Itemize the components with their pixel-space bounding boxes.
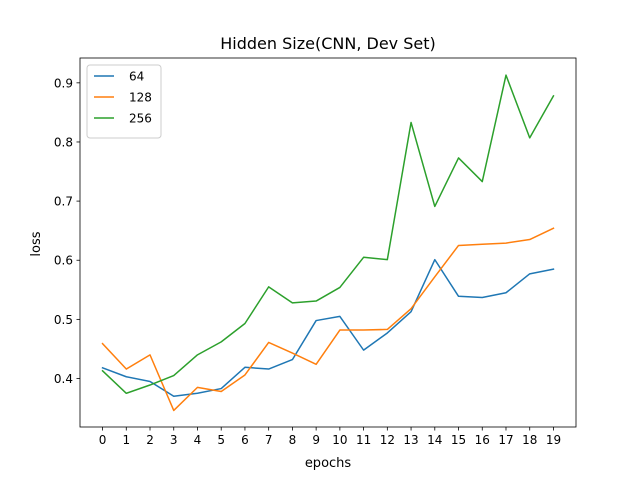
x-tick-label: 9: [312, 433, 320, 447]
y-tick-label: 0.4: [54, 372, 73, 386]
series-line-256: [101, 74, 555, 395]
y-tick-label: 0.6: [54, 254, 73, 268]
x-tick-label: 13: [403, 433, 418, 447]
x-tick-label: 3: [170, 433, 178, 447]
legend-label-64: 64: [129, 70, 144, 84]
x-tick-label: 6: [241, 433, 249, 447]
legend-box: [86, 64, 162, 139]
x-tick-label: 14: [427, 433, 442, 447]
x-tick-label: 1: [122, 433, 130, 447]
axes-frame: [79, 57, 577, 428]
legend: 64 128 256: [86, 64, 162, 139]
x-tick-label: 4: [194, 433, 202, 447]
x-axis-label: epochs: [305, 456, 352, 471]
series-line-64: [101, 258, 555, 397]
y-tick-label: 0.5: [54, 313, 73, 327]
plot-area: 0 1 2 3 4 5 6 7 8 9 10 11 12 13 14 15 16 17 18 190.40.50.60…: [54, 57, 577, 447]
x-tick-label: 7: [265, 433, 273, 447]
x-tick-label: 16: [475, 433, 490, 447]
x-tick-label: 8: [289, 433, 297, 447]
x-tick-label: 18: [522, 433, 537, 447]
y-tick-label: 0.8: [54, 135, 73, 149]
series-line-128: [101, 227, 555, 412]
y-axis-label: loss: [29, 231, 44, 256]
legend-label-128: 128: [129, 91, 152, 105]
y-tick-label: 0.9: [54, 76, 73, 90]
y-tick-label: 0.7: [54, 195, 73, 209]
x-tick-label: 0: [99, 433, 107, 447]
x-tick-label: 19: [546, 433, 561, 447]
x-tick-label: 5: [217, 433, 225, 447]
legend-label-256: 256: [129, 112, 152, 126]
chart-title: Hidden Size(CNN, Dev Set): [220, 34, 435, 53]
x-tick-label: 2: [146, 433, 154, 447]
x-tick-label: 15: [451, 433, 466, 447]
x-tick-label: 17: [498, 433, 513, 447]
x-tick-label: 12: [380, 433, 395, 447]
x-tick-label: 11: [356, 433, 371, 447]
x-tick-label: 10: [332, 433, 347, 447]
